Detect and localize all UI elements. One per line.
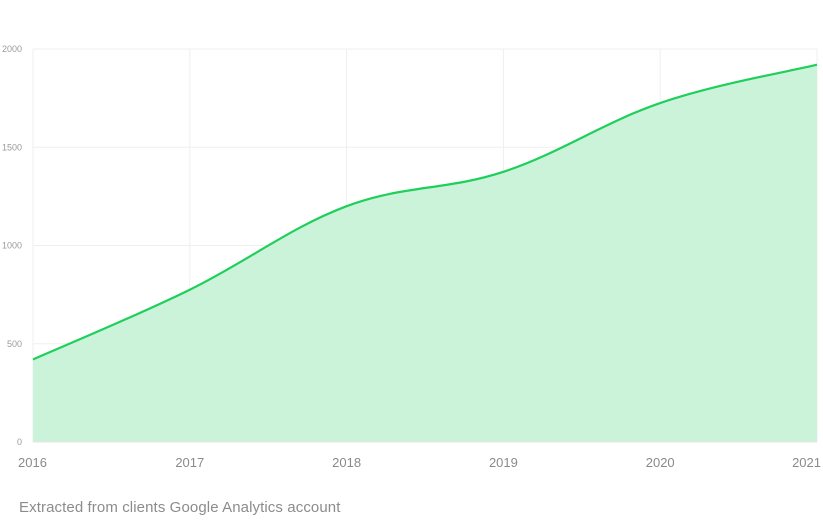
x-tick-label: 2018 <box>332 455 361 470</box>
y-tick-labels: 0 500 1000 1500 2000 <box>2 44 22 447</box>
y-tick-label: 0 <box>17 437 22 447</box>
y-tick-label: 500 <box>7 339 22 349</box>
area-fill <box>33 64 817 442</box>
y-tick-label: 1000 <box>2 241 22 251</box>
x-tick-label: 2016 <box>18 455 47 470</box>
y-tick-label: 2000 <box>2 44 22 54</box>
x-tick-label: 2017 <box>175 455 204 470</box>
y-tick-label: 1500 <box>2 142 22 152</box>
series-line <box>32 63 818 361</box>
chart-caption: Extracted from clients Google Analytics … <box>19 499 341 516</box>
x-tick-label: 2020 <box>646 455 675 470</box>
x-tick-labels: 2016 2017 2018 2019 2020 2021 <box>18 455 821 470</box>
x-tick-label: 2019 <box>489 455 518 470</box>
x-tick-label: 2021 <box>792 455 821 470</box>
